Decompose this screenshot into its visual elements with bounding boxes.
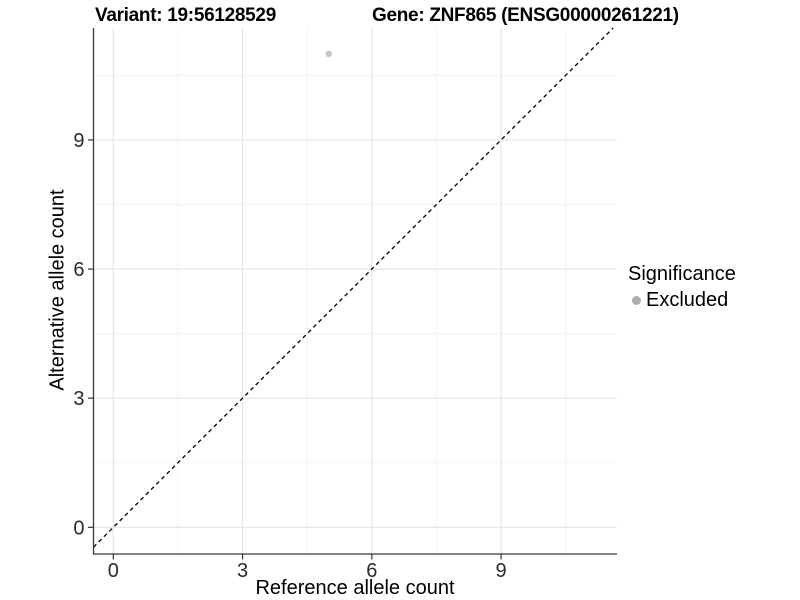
legend-title: Significance xyxy=(628,263,736,285)
y-tick-label: 6 xyxy=(73,259,84,281)
x-axis-title: Reference allele count xyxy=(255,577,455,599)
variant-title: Variant: 19:56128529 xyxy=(95,5,276,26)
data-point xyxy=(325,50,332,58)
gene-title: Gene: ZNF865 (ENSG00000261221) xyxy=(372,5,679,26)
legend-item-label: Excluded xyxy=(646,289,729,311)
y-tick-label: 0 xyxy=(73,517,84,539)
x-tick-label: 3 xyxy=(237,560,248,582)
y-axis-title: Alternative allele count xyxy=(46,189,69,391)
x-tick-label: 0 xyxy=(108,560,119,582)
y-tick-label: 9 xyxy=(73,130,84,152)
legend: Significance Excluded xyxy=(628,262,736,311)
x-tick-label: 6 xyxy=(366,560,377,582)
legend-point-icon xyxy=(632,295,641,305)
y-tick-label: 3 xyxy=(73,388,84,410)
x-tick-label: 9 xyxy=(496,560,507,582)
identity-reference-line xyxy=(93,27,614,548)
legend-item: Excluded xyxy=(628,289,736,311)
